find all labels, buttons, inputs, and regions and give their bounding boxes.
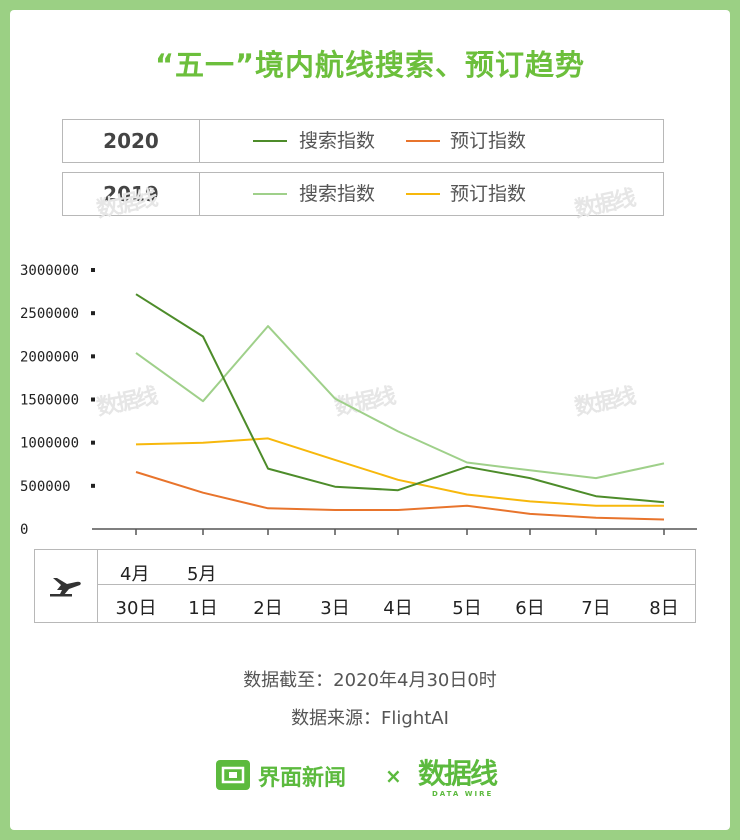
- legend-label: 预订指数: [450, 183, 527, 205]
- series-line: [135, 293, 665, 504]
- data-wire-logo: 数据线: [418, 757, 498, 790]
- x-tick-label: 6日: [515, 598, 545, 619]
- legend-row-2020: 2020 搜索指数 预订指数: [62, 119, 664, 163]
- airplane-icon: [50, 578, 81, 597]
- y-tick-mark: [91, 268, 95, 272]
- legend-swatch: [406, 140, 440, 142]
- y-tick-mark: [91, 397, 95, 402]
- y-tick-label: 0: [20, 522, 28, 538]
- y-tick-mark: [91, 440, 95, 445]
- y-axis: 0 500000 1000000 1500000 2000000 2500000 30000…: [20, 263, 95, 538]
- divider: [97, 584, 695, 585]
- y-tick-label: 3000000: [20, 263, 79, 279]
- chart-title: “五一”境内航线搜索、预订趋势: [154, 48, 586, 82]
- x-tick-label: 4日: [383, 598, 413, 619]
- y-tick-mark: [91, 483, 95, 488]
- y-tick-label: 500000: [20, 479, 71, 495]
- x-tick-label: 5日: [452, 598, 482, 619]
- legend-swatch: [253, 140, 287, 142]
- series-line: [135, 437, 664, 507]
- x-tick-label: 1日: [188, 598, 218, 619]
- x-tick-label: 7日: [581, 598, 611, 619]
- legend-row-2019: 2019 搜索指数 预订指数: [62, 172, 664, 216]
- divider: [97, 550, 98, 622]
- data-wire-logo-sub: DATA WIRE: [432, 790, 494, 798]
- series-line: [135, 471, 665, 521]
- footer-times-sign: ×: [385, 764, 402, 788]
- y-tick-label: 1500000: [20, 393, 79, 409]
- footer-brand: 界面新闻: [258, 766, 347, 791]
- x-month-label: 4月: [120, 564, 150, 585]
- legend-label: 搜索指数: [299, 183, 376, 205]
- x-ticks: [135, 529, 665, 535]
- x-tick-label: 3日: [320, 598, 350, 619]
- legend-swatch: [406, 193, 440, 195]
- x-tick-label: 2日: [253, 598, 283, 619]
- jiemian-logo-icon: [221, 766, 245, 784]
- legend-swatch: [253, 193, 287, 195]
- x-tick-label: 8日: [649, 598, 679, 619]
- data-source-note: 数据来源：FlightAI: [291, 708, 449, 729]
- data-cutoff-note: 数据截至：2020年4月30日0时: [243, 670, 497, 691]
- y-tick-mark: [91, 311, 95, 316]
- y-tick-label: 2000000: [20, 349, 79, 365]
- legend-year: 2020: [63, 120, 200, 162]
- y-tick-label: 2500000: [20, 306, 79, 322]
- y-tick-mark: [91, 354, 95, 359]
- y-tick-label: 1000000: [20, 436, 79, 452]
- legend-year: 2019: [63, 173, 200, 215]
- line-chart: 0 500000 1000000 1500000 2000000 2500000 30000…: [20, 263, 697, 538]
- x-tick-label: 30日: [115, 598, 157, 619]
- legend-label: 搜索指数: [299, 130, 376, 152]
- x-month-label: 5月: [187, 564, 217, 585]
- series-line: [135, 325, 665, 480]
- jiemian-logo: [216, 760, 250, 790]
- legend-label: 预订指数: [450, 130, 527, 152]
- series-lines: [135, 293, 665, 521]
- x-axis-label-box: [34, 549, 696, 623]
